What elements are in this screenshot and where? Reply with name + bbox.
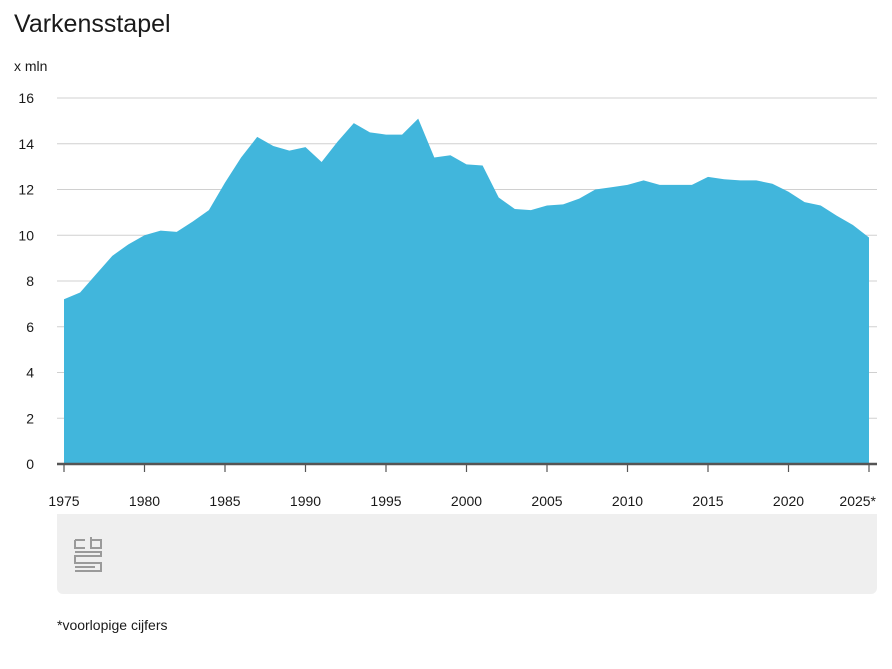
x-tick-label: 1990: [290, 493, 321, 509]
y-tick-label: 2: [26, 410, 34, 426]
x-tick-label: 2020: [773, 493, 804, 509]
source-panel: [57, 514, 877, 594]
y-tick-label: 12: [18, 182, 34, 198]
y-axis-unit-label: x mln: [14, 58, 48, 74]
x-tick-label: 2010: [612, 493, 643, 509]
x-tick-label: 2005: [531, 493, 562, 509]
area-chart: 0 2 4 6 8 10 12 14 16 1975 1980 1985 1990 1995 2000 20…: [18, 90, 877, 509]
footnote: *voorlopige cijfers: [57, 617, 168, 633]
y-tick-label: 8: [26, 273, 34, 289]
x-tick-label: 2025*: [839, 493, 876, 509]
x-tick-label: 1985: [209, 493, 240, 509]
x-tick-label: 1995: [370, 493, 401, 509]
x-tick-label: 2000: [451, 493, 482, 509]
x-tick-label: 2015: [692, 493, 723, 509]
cbs-logo-icon: [74, 537, 102, 572]
x-tick-label: 1980: [129, 493, 160, 509]
y-tick-label: 0: [26, 456, 34, 472]
area-path: [64, 118, 869, 465]
x-tick-labels: 1975 1980 1985 1990 1995 2000 2005 2010 2015 2020…: [48, 493, 876, 509]
y-tick-label: 16: [18, 90, 34, 106]
x-axis: [57, 462, 877, 472]
x-tick-label: 1975: [48, 493, 79, 509]
chart-title: Varkensstapel: [14, 10, 171, 38]
y-tick-label: 6: [26, 319, 34, 335]
y-tick-label: 10: [18, 227, 34, 243]
y-tick-labels: 0 2 4 6 8 10 12 14 16: [18, 90, 34, 472]
y-tick-label: 4: [26, 365, 34, 381]
area-series: [64, 118, 869, 465]
y-tick-label: 14: [18, 136, 34, 152]
